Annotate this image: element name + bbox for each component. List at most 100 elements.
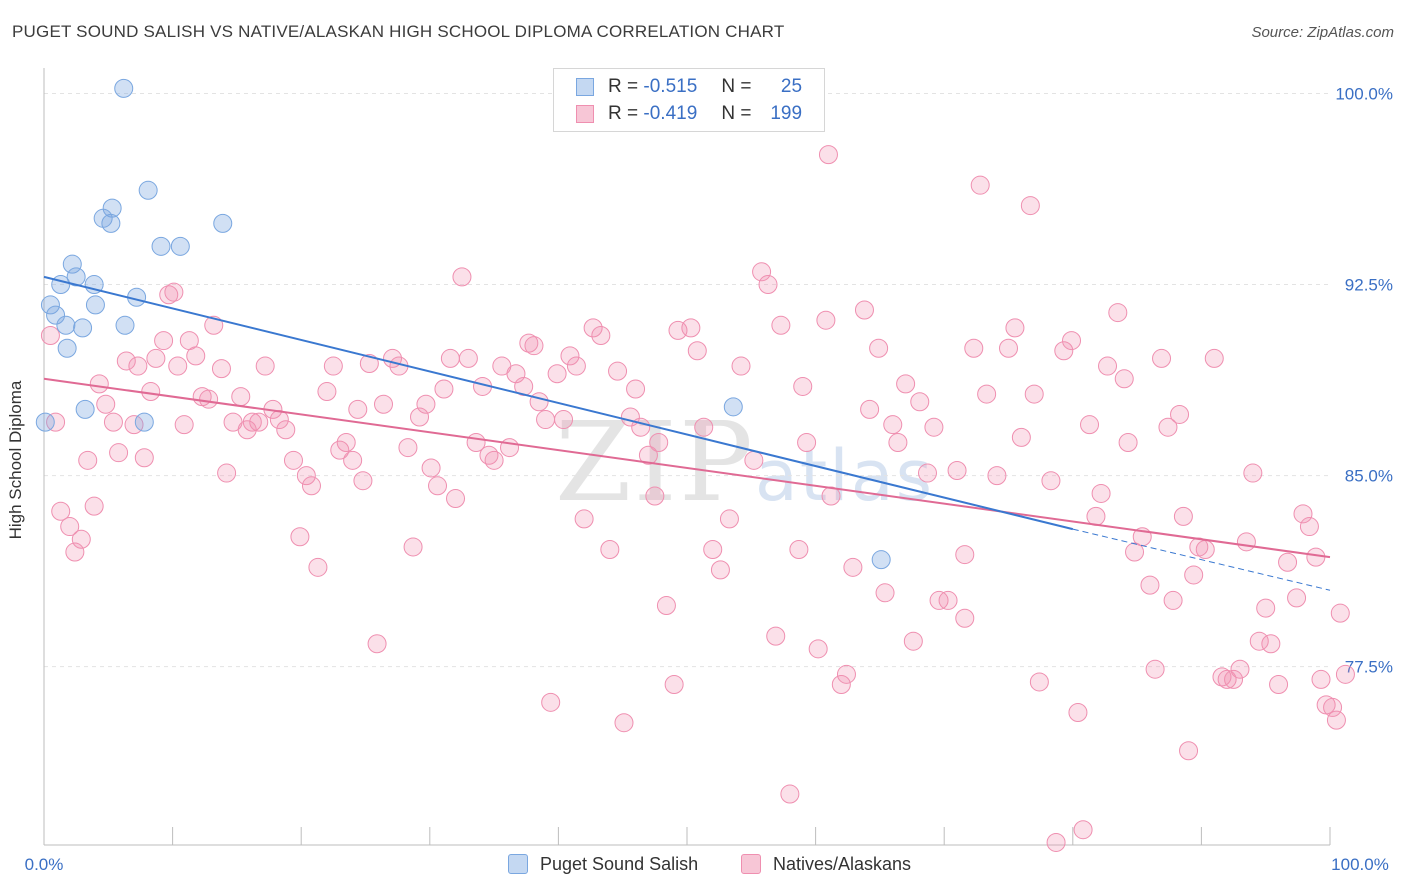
natives-point bbox=[1299, 517, 1319, 537]
natives-point bbox=[977, 384, 997, 404]
natives-point bbox=[752, 262, 772, 282]
natives-point bbox=[1041, 471, 1061, 491]
natives-point bbox=[1158, 417, 1178, 437]
natives-point bbox=[883, 415, 903, 435]
y-tick-label: 85.0% bbox=[1345, 467, 1393, 486]
natives-point bbox=[924, 417, 944, 437]
natives-point bbox=[421, 458, 441, 478]
natives-point bbox=[1046, 832, 1066, 852]
natives-point bbox=[128, 356, 148, 376]
legend-row-puget: R = -0.515 N = 25 bbox=[576, 75, 802, 99]
natives-point bbox=[301, 476, 321, 496]
natives-point bbox=[1054, 341, 1074, 361]
natives-point bbox=[1062, 331, 1082, 351]
puget-point bbox=[85, 295, 105, 315]
natives-point bbox=[719, 509, 739, 529]
natives-point bbox=[681, 318, 701, 338]
natives-point bbox=[374, 394, 394, 414]
puget-point bbox=[51, 275, 71, 295]
natives-point bbox=[174, 415, 194, 435]
puget-point bbox=[213, 213, 233, 233]
natives-point bbox=[1068, 703, 1088, 723]
natives-point bbox=[96, 394, 116, 414]
puget-point bbox=[134, 412, 154, 432]
natives-point bbox=[1170, 404, 1190, 424]
natives-point bbox=[910, 392, 930, 412]
natives-point bbox=[249, 412, 269, 432]
natives-point bbox=[500, 438, 520, 458]
natives-point bbox=[771, 315, 791, 335]
legend-r-label: R = bbox=[608, 103, 639, 124]
natives-point bbox=[60, 517, 80, 537]
natives-point bbox=[1293, 504, 1313, 524]
natives-point bbox=[955, 608, 975, 628]
natives-point bbox=[317, 382, 337, 402]
natives-point bbox=[458, 348, 478, 368]
natives-point bbox=[836, 664, 856, 684]
natives-point bbox=[1020, 196, 1040, 216]
natives-point bbox=[40, 325, 60, 345]
natives-point bbox=[710, 560, 730, 580]
natives-point bbox=[403, 537, 423, 557]
natives-point bbox=[896, 374, 916, 394]
natives-point bbox=[1278, 552, 1298, 572]
natives-point bbox=[614, 713, 634, 733]
natives-point bbox=[519, 333, 539, 353]
bottom-legend-natives: Natives/Alaskans bbox=[741, 852, 911, 876]
correlation-legend: R = -0.515 N = 25 R = -0.419 N = 199 bbox=[553, 68, 825, 132]
natives-point bbox=[766, 626, 786, 646]
natives-point bbox=[808, 639, 828, 659]
x-tick-label: 0.0% bbox=[25, 855, 64, 874]
natives-point bbox=[410, 407, 430, 427]
natives-point bbox=[875, 583, 895, 603]
bottom-legend-puget: Puget Sound Salish bbox=[508, 852, 698, 876]
puget-point bbox=[115, 315, 135, 335]
natives-point bbox=[600, 539, 620, 559]
natives-point bbox=[1184, 565, 1204, 585]
natives-point bbox=[687, 341, 707, 361]
natives-point bbox=[694, 417, 714, 437]
natives-point bbox=[917, 463, 937, 483]
natives-point bbox=[211, 359, 231, 379]
natives-point bbox=[626, 379, 646, 399]
natives-point bbox=[1173, 506, 1193, 526]
puget-point bbox=[35, 412, 55, 432]
natives-point bbox=[1179, 741, 1199, 761]
natives-point bbox=[583, 318, 603, 338]
natives-point bbox=[608, 361, 628, 381]
natives-point bbox=[1118, 432, 1138, 452]
legend-n-label: N = bbox=[721, 76, 752, 97]
natives-point bbox=[703, 539, 723, 559]
natives-point bbox=[1256, 598, 1276, 618]
natives-point bbox=[843, 557, 863, 577]
puget-trend-line bbox=[43, 275, 1074, 531]
puget-point bbox=[114, 78, 134, 98]
natives-point bbox=[186, 346, 206, 366]
y-axis-label: High School Diploma bbox=[6, 380, 25, 540]
natives-point bbox=[398, 438, 418, 458]
natives-point bbox=[1073, 820, 1093, 840]
natives-point bbox=[731, 356, 751, 376]
natives-point bbox=[869, 338, 889, 358]
natives-point bbox=[999, 338, 1018, 358]
natives-point bbox=[818, 145, 838, 165]
natives-point bbox=[1005, 318, 1025, 338]
natives-point bbox=[860, 399, 880, 419]
natives-point bbox=[1098, 356, 1118, 376]
natives-point bbox=[1224, 669, 1244, 689]
natives-point bbox=[78, 450, 98, 470]
natives-point bbox=[84, 496, 104, 516]
natives-point bbox=[296, 466, 316, 486]
natives-point bbox=[574, 509, 594, 529]
natives-point bbox=[816, 310, 836, 330]
natives-point bbox=[1029, 672, 1049, 692]
natives-point bbox=[1335, 664, 1355, 684]
natives-point bbox=[1125, 542, 1145, 562]
natives-point bbox=[231, 387, 251, 407]
natives-point bbox=[1204, 348, 1224, 368]
natives-point bbox=[65, 542, 85, 562]
natives-point bbox=[1140, 575, 1160, 595]
natives-point bbox=[1287, 588, 1307, 608]
puget-point bbox=[73, 318, 93, 338]
natives-point bbox=[987, 466, 1007, 486]
